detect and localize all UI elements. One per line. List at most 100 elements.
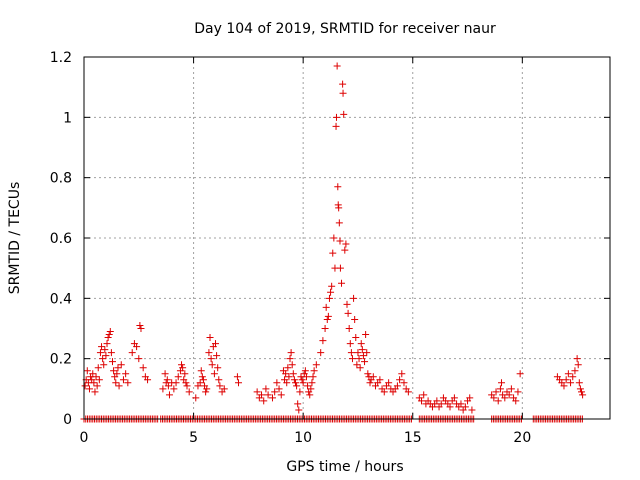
data-point [268,394,276,402]
data-point [185,388,193,396]
data-point [564,370,572,378]
data-point [333,62,341,70]
data-point [90,379,98,387]
data-point [133,343,141,351]
data-point [92,373,100,381]
data-point [457,400,465,408]
data-point [514,388,522,396]
data-point [96,349,104,357]
data-point [100,361,108,369]
data-point [235,379,243,387]
data-point [273,379,281,387]
data-point [496,385,504,393]
data-point [104,334,112,342]
data-points [80,62,587,423]
data-point [275,385,283,393]
data-point [136,321,144,329]
data-point [446,403,454,411]
data-point [264,391,272,399]
axis-ticks: 0 0.2 0.4 0.6 0.8 1 1.2 0 5 10 15 20 [50,50,610,446]
data-point [212,340,219,348]
data-point [348,355,356,363]
data-point [494,397,502,405]
data-point [575,379,583,387]
data-point [332,122,340,130]
data-point [579,391,587,399]
x-tick-label: 15 [404,430,422,446]
data-point [361,358,369,366]
data-point [468,406,476,414]
data-point [396,376,404,384]
data-point [117,361,125,369]
data-point [288,361,296,369]
data-point [309,373,317,381]
data-point [330,234,338,242]
data-point [340,110,348,118]
data-point [163,376,171,384]
data-point [216,382,224,390]
data-point [336,237,344,245]
data-point [398,370,406,378]
data-point [202,388,210,396]
data-point [355,355,363,363]
data-point [91,388,99,396]
data-point [312,361,320,369]
data-point [339,80,347,88]
data-point [135,355,143,363]
data-point [108,358,116,366]
data-point [461,403,469,411]
data-point [262,385,270,393]
data-point [345,325,353,332]
data-point [220,385,228,393]
data-point [93,382,101,390]
data-point [569,373,577,381]
data-point [183,382,191,390]
data-point [571,367,579,375]
data-point [338,279,346,287]
data-point [85,385,93,393]
data-point [122,370,130,378]
data-point [343,300,351,308]
data-point [95,376,103,384]
x-tick-label: 5 [189,430,198,446]
data-point [282,370,290,378]
data-point [404,388,412,396]
data-point [339,89,347,97]
data-point [206,334,214,342]
data-point [215,376,223,384]
data-point [83,367,91,375]
data-point [335,219,343,227]
data-point [418,397,426,405]
data-point [574,361,582,369]
data-point [295,406,303,414]
data-point [317,349,325,357]
y-tick-label: 0 [63,412,72,428]
data-point [197,367,205,375]
data-point [271,388,279,396]
data-point [323,315,331,323]
data-point [208,361,216,369]
data-point [308,379,316,387]
data-point [369,373,377,381]
data-point [578,388,586,396]
data-point [352,334,360,342]
data-point [210,370,218,378]
data-point [573,355,581,363]
data-point [114,364,122,372]
data-point [103,340,111,348]
data-point [376,376,384,384]
data-point [207,355,215,363]
data-point [334,183,342,191]
data-point [299,379,307,387]
y-tick-label: 0.8 [50,171,72,187]
data-point [119,376,127,384]
data-point [321,325,329,332]
data-point [99,355,107,363]
data-point [277,391,285,399]
data-point [233,373,241,381]
data-point [329,249,337,257]
data-point [351,315,359,323]
data-point [385,379,393,387]
grid-lines [84,57,610,419]
data-point [94,364,102,372]
